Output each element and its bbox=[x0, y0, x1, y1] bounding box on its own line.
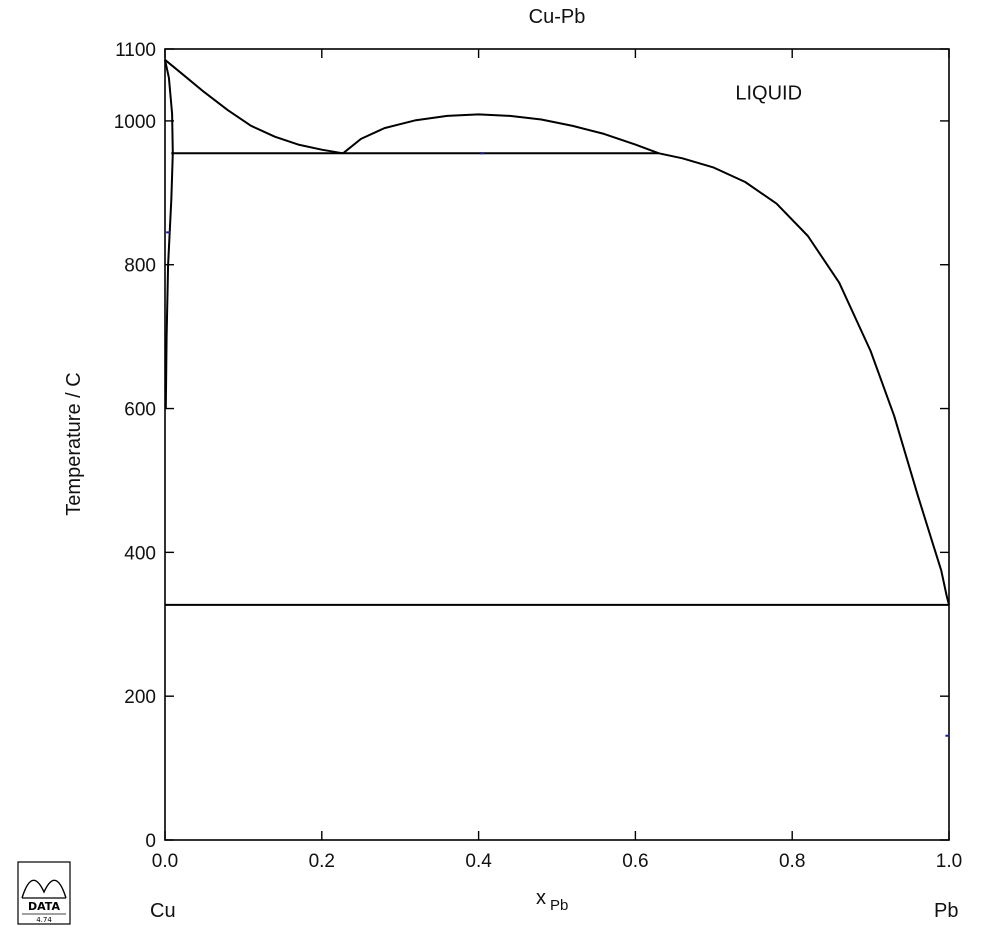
phase-boundary-liquidus-cu bbox=[164, 59, 344, 155]
dataset-logo: DATA 4.74 bbox=[17, 861, 71, 925]
x-tick-label: 0.4 bbox=[465, 851, 492, 872]
liquid-region-label: LIQUID bbox=[735, 82, 802, 104]
phase-boundary-solidus-cu bbox=[164, 59, 174, 409]
x-tick-label: 0.6 bbox=[622, 851, 648, 872]
plot-frame bbox=[164, 48, 950, 841]
chart-title: Cu-Pb bbox=[529, 6, 586, 28]
logo-curve bbox=[21, 879, 67, 899]
logo-text: DATA bbox=[28, 900, 60, 913]
logo-version: 4.74 bbox=[36, 916, 52, 924]
phase-boundary-miscibility-gap bbox=[342, 113, 660, 155]
phase-boundary-liquidus-pb bbox=[658, 152, 950, 606]
axes bbox=[164, 48, 950, 841]
x-tick-label: 0.2 bbox=[309, 851, 335, 872]
x-axis-label-subscript: Pb bbox=[550, 897, 568, 914]
left-component-label: Cu bbox=[150, 900, 176, 922]
y-tick-label: 600 bbox=[124, 400, 156, 421]
x-tick-label: 1.0 bbox=[936, 851, 962, 872]
y-tick-label: 1000 bbox=[114, 112, 156, 133]
x-axis-label: x Pb bbox=[536, 887, 568, 914]
y-tick-label: 800 bbox=[124, 256, 156, 277]
axis-ticks: 0.0 0.2 0.4 0.6 0.8 1.0 0 200 400 600 800 1000 1100 bbox=[114, 40, 962, 872]
phase-boundaries bbox=[164, 59, 950, 606]
y-tick-label: 400 bbox=[124, 543, 156, 564]
x-axis-label-main: x bbox=[536, 887, 546, 909]
y-tick-label: 0 bbox=[145, 831, 156, 852]
y-tick-label: 200 bbox=[124, 687, 156, 708]
y-axis-label: Temperature / C bbox=[63, 372, 85, 515]
x-tick-label: 0.8 bbox=[779, 851, 805, 872]
data-markers bbox=[166, 152, 950, 737]
right-component-label: Pb bbox=[934, 900, 958, 922]
y-tick-label: 1100 bbox=[115, 40, 156, 61]
x-tick-label: 0.0 bbox=[152, 851, 178, 872]
